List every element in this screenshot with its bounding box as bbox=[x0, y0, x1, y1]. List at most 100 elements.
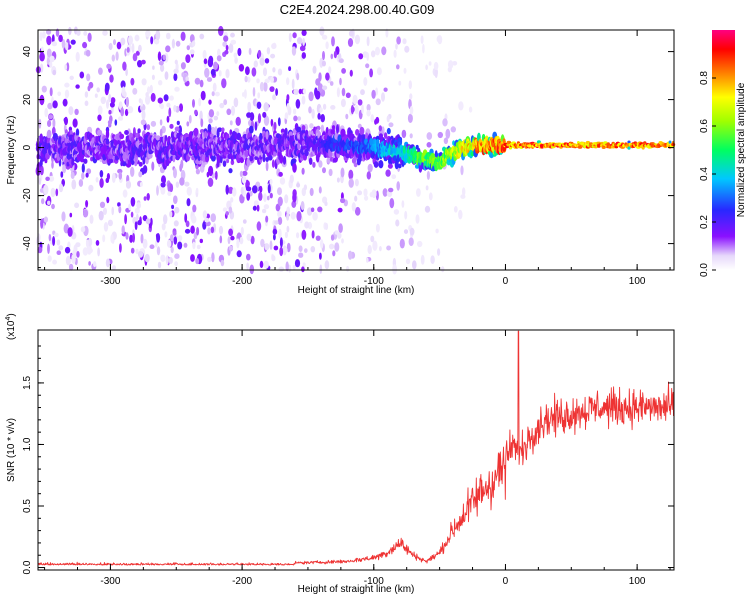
spectrogram-cell bbox=[292, 265, 296, 270]
spectrogram-cell bbox=[262, 111, 267, 118]
spectrogram-cell bbox=[66, 62, 70, 72]
spectrogram-cell bbox=[213, 61, 218, 70]
spectrogram-cell bbox=[42, 31, 46, 39]
spectrogram-cell bbox=[267, 195, 270, 201]
spectrogram-cell bbox=[272, 228, 278, 235]
spectrogram-cell bbox=[174, 206, 180, 214]
spectrogram-cell bbox=[91, 137, 96, 145]
spectrogram-cell bbox=[253, 60, 258, 68]
spectrogram-cell bbox=[64, 82, 70, 88]
spectrogram-cell bbox=[106, 99, 109, 109]
spectrogram-cell bbox=[174, 253, 180, 259]
spectrogram-cell bbox=[214, 91, 220, 97]
spectrogram-cell bbox=[264, 243, 270, 251]
spectrogram-cell bbox=[385, 169, 391, 177]
spectrogram-cell bbox=[425, 64, 428, 71]
spectrogram-cell bbox=[392, 264, 397, 275]
spectrogram-cell bbox=[284, 231, 288, 239]
spectrogram-cell bbox=[293, 115, 298, 122]
spectrogram-cell bbox=[141, 78, 147, 86]
spectrogram-cell bbox=[322, 50, 325, 61]
spectrogram-cell bbox=[369, 68, 373, 78]
spectrogram-cell bbox=[409, 105, 414, 115]
spectrogram-cell bbox=[208, 118, 213, 124]
spectrogram-cell bbox=[70, 171, 75, 179]
spectrogram-cell bbox=[47, 102, 53, 110]
spectrogram-cell bbox=[132, 87, 138, 95]
spectrogram-cell bbox=[245, 149, 249, 158]
spectrogram-cell bbox=[81, 172, 85, 180]
spectrogram-cell bbox=[166, 102, 171, 108]
spectrogram-cell bbox=[203, 58, 208, 65]
spectrogram-cell bbox=[319, 107, 323, 113]
spectrogram-cell bbox=[219, 102, 225, 109]
spectrogram-cell bbox=[468, 106, 473, 113]
spectrogram-cell bbox=[354, 178, 359, 187]
spectrogram-cell bbox=[88, 261, 91, 266]
spectrogram-cell bbox=[52, 259, 57, 265]
spectrogram-cell bbox=[236, 250, 242, 258]
spectrogram-cell bbox=[319, 252, 322, 260]
spectrogram-cell bbox=[393, 209, 400, 215]
spectrogram-cell bbox=[88, 184, 94, 192]
spectrogram-cell bbox=[269, 178, 273, 185]
spectrogram-cell bbox=[126, 47, 130, 53]
spectrogram-cell bbox=[70, 39, 76, 45]
spectrogram-cell bbox=[268, 155, 273, 161]
spectrogram-cell bbox=[277, 187, 282, 196]
spectrogram-cell bbox=[348, 30, 354, 37]
spectrogram-cell bbox=[256, 78, 260, 84]
spectrogram-cell bbox=[366, 36, 370, 47]
spectrogram-cell bbox=[395, 43, 398, 50]
spectrogram-cell bbox=[138, 161, 143, 167]
spectrogram-cell bbox=[317, 113, 321, 120]
spectrogram-cell bbox=[136, 202, 142, 209]
spectrogram-cell bbox=[279, 154, 284, 164]
spectrogram-cell bbox=[366, 171, 371, 180]
spectrogram-cell bbox=[120, 107, 125, 117]
spectrogram-cell bbox=[114, 119, 118, 126]
figure-title: C2E4.2024.298.00.40.G09 bbox=[280, 2, 435, 17]
spectrogram-cell bbox=[125, 180, 132, 189]
spectrogram-cell bbox=[365, 63, 370, 69]
spectrogram-cell bbox=[304, 248, 308, 254]
spectrogram-cell bbox=[137, 60, 143, 68]
spectrogram-cell bbox=[387, 163, 393, 169]
spectrogram-cell bbox=[179, 103, 183, 112]
spectrogram-cell bbox=[330, 53, 334, 60]
spectrogram-cell bbox=[214, 170, 218, 180]
colorbar-label: Normalized spectral amplitude bbox=[736, 82, 747, 217]
spectrogram-cell bbox=[450, 126, 456, 133]
spectrogram-cell bbox=[58, 183, 64, 193]
spectrogram-cell bbox=[108, 109, 112, 115]
spectrogram-cell bbox=[293, 88, 299, 96]
spectrogram-cell bbox=[388, 122, 394, 128]
spectrogram-cell bbox=[118, 116, 124, 121]
spectrogram-cell bbox=[49, 55, 55, 63]
spectrogram-cell bbox=[279, 177, 286, 185]
snr-multiplier-base: (x10 bbox=[6, 320, 17, 340]
spectrogram-cell bbox=[388, 156, 393, 166]
spectrogram-cell bbox=[279, 237, 283, 248]
spectrogram-cell bbox=[60, 148, 64, 156]
spectrogram-cell bbox=[253, 200, 259, 207]
spectrogram-cell bbox=[375, 46, 380, 56]
spectrogram-cell bbox=[47, 200, 51, 205]
x-tick-label: -200 bbox=[232, 276, 252, 287]
spectrogram-cell bbox=[102, 30, 108, 36]
x-tick-label: -100 bbox=[364, 276, 384, 287]
spectrogram-cell bbox=[144, 253, 150, 263]
spectrogram-cell bbox=[386, 115, 390, 123]
spectrogram-cell bbox=[239, 236, 244, 245]
spectrogram-cell bbox=[80, 226, 86, 233]
colorbar bbox=[712, 30, 735, 270]
spectrogram-cell bbox=[301, 29, 307, 36]
spectrogram-cell bbox=[75, 242, 81, 248]
spectrogram-cell bbox=[409, 133, 413, 139]
spectrogram-cell bbox=[127, 106, 134, 114]
spectrogram-cell bbox=[263, 193, 267, 203]
spectrogram-cell bbox=[255, 181, 261, 188]
spectrogram-cell bbox=[424, 205, 431, 213]
y-tick-label: 40 bbox=[22, 46, 33, 58]
spectrogram-cell bbox=[98, 67, 103, 75]
